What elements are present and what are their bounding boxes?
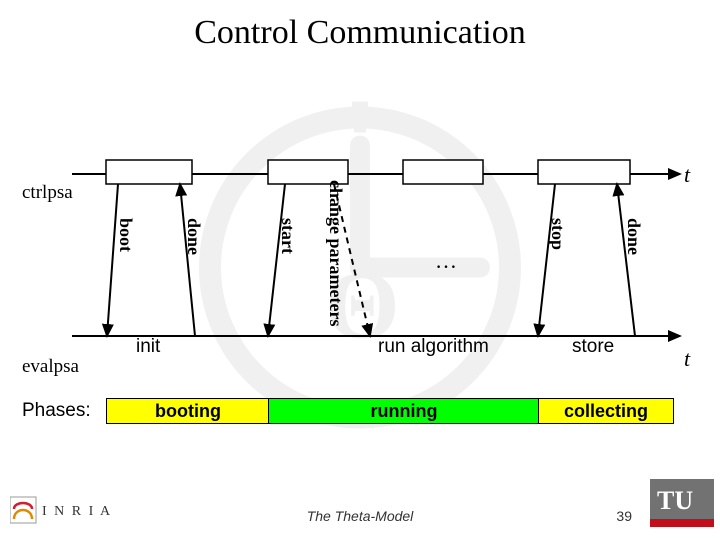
label-init: init xyxy=(136,336,160,358)
logo-tu: TU xyxy=(650,479,714,534)
label-phases: Phases: xyxy=(22,400,91,422)
phase-booting: booting xyxy=(106,398,270,424)
label-ellipsis: … xyxy=(435,248,457,274)
label-done-2: done xyxy=(623,218,644,255)
label-boot: boot xyxy=(115,218,136,252)
slide-root: Θ Control Communication boo xyxy=(0,0,720,540)
label-t-bottom: t xyxy=(684,346,690,372)
logo-inria-text: I N R I A xyxy=(42,504,112,519)
slide-title: Control Communication xyxy=(0,14,720,52)
label-ctrlpsa: ctrlpsa xyxy=(22,182,73,204)
label-done-1: done xyxy=(183,218,204,255)
label-change-parameters: change parameters xyxy=(325,180,346,326)
message-diagram xyxy=(0,0,720,540)
phase-running: running xyxy=(268,398,540,424)
label-start: start xyxy=(277,218,298,254)
svg-text:TU: TU xyxy=(657,486,693,515)
label-stop: stop xyxy=(547,218,568,250)
slide-number: 39 xyxy=(616,508,632,524)
label-run: run algorithm xyxy=(378,336,489,358)
label-evalpsa: evalpsa xyxy=(22,356,79,378)
phase-collecting: collecting xyxy=(538,398,674,424)
label-t-top: t xyxy=(684,162,690,188)
logo-inria: I N R I A xyxy=(10,495,120,530)
label-store: store xyxy=(572,336,614,358)
